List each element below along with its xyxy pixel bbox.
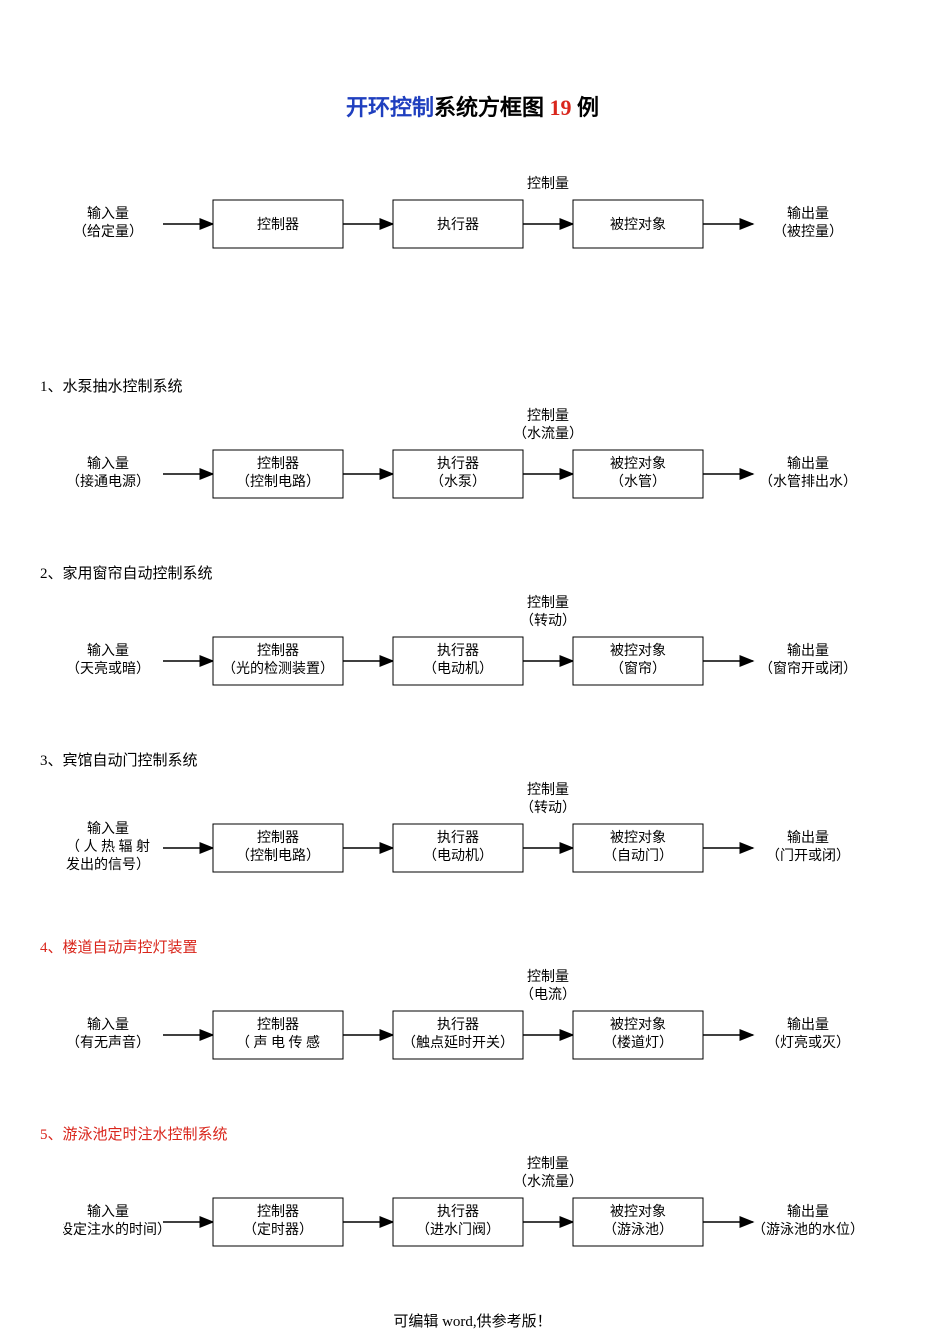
svg-text:被控对象: 被控对象 — [610, 1017, 666, 1033]
title-part3: 19 — [550, 95, 572, 120]
svg-text:控制器: 控制器 — [257, 830, 299, 846]
svg-text:输出量: 输出量 — [787, 206, 829, 222]
generic-diagram: 控制量输入量 （给定量） 控制器 执行器 被控对象 输出量 （被控量） — [63, 152, 883, 272]
svg-text:控制量: 控制量 — [527, 969, 569, 985]
svg-text:（接通电源）: （接通电源） — [66, 473, 150, 490]
svg-text:（窗帘开或闭）: （窗帘开或闭） — [759, 660, 857, 677]
svg-text:（控制电路）: （控制电路） — [236, 474, 320, 490]
svg-text:（转动）: （转动） — [520, 800, 576, 816]
svg-text:（电流）: （电流） — [520, 987, 576, 1003]
svg-text:输入量: 输入量 — [87, 821, 129, 837]
svg-text:输出量: 输出量 — [787, 1017, 829, 1033]
svg-text:（给定量）: （给定量） — [73, 224, 143, 240]
svg-text:被控对象: 被控对象 — [610, 456, 666, 472]
svg-text:（水流量）: （水流量） — [513, 1174, 583, 1190]
svg-text:输入量: 输入量 — [87, 456, 129, 472]
svg-text:被控对象: 被控对象 — [610, 1204, 666, 1220]
svg-text:（游泳池）: （游泳池） — [603, 1222, 673, 1238]
section-heading: 1、水泵抽水控制系统 — [40, 375, 945, 396]
example-diagram: 控制量 （转动） 输入量 （ 人 热 辐 射发出的信号） 控制器 （控制电路） 执行器 （电动… — [63, 776, 883, 896]
svg-text:（光的检测装置）: （光的检测装置） — [222, 661, 334, 677]
svg-text:执行器: 执行器 — [437, 830, 479, 846]
svg-text:执行器: 执行器 — [437, 1017, 479, 1033]
title-part1: 开环控制 — [346, 95, 434, 120]
example-diagram: 控制量 （水流量） 输入量 （设定注水的时间） 控制器 （定时器） 执行器 （进水门阀） 被控对… — [63, 1150, 883, 1270]
svg-text:输入量: 输入量 — [87, 643, 129, 659]
svg-text:（设定注水的时间）: （设定注水的时间） — [63, 1222, 171, 1238]
svg-text:被控对象: 被控对象 — [610, 643, 666, 659]
svg-text:控制量: 控制量 — [527, 782, 569, 798]
svg-text:（门开或闭）: （门开或闭） — [766, 848, 850, 864]
section-heading: 4、楼道自动声控灯装置 — [40, 936, 945, 957]
svg-text:输入量: 输入量 — [87, 1204, 129, 1220]
svg-text:控制器: 控制器 — [257, 643, 299, 659]
section-heading: 3、宾馆自动门控制系统 — [40, 749, 945, 770]
example-diagram: 控制量（转动）输入量（天亮或暗）控制器（光的检测装置）执行器（电动机）被控对象（… — [63, 589, 883, 709]
svg-text:输出量: 输出量 — [787, 456, 829, 472]
svg-text:（灯亮或灭）: （灯亮或灭） — [766, 1034, 850, 1051]
svg-text:（ 人 热 辐 射: （ 人 热 辐 射 — [66, 839, 150, 855]
svg-text:（控制电路）: （控制电路） — [236, 848, 320, 864]
svg-text:输出量: 输出量 — [787, 830, 829, 846]
svg-text:（自动门）: （自动门） — [603, 848, 673, 864]
example-diagram-svg: 控制量 （电流） 输入量（有无声音） 控制器（ 声 电 传 感 执行器 （触点延时开关） 被… — [63, 963, 883, 1083]
title-part2: 系统方框图 — [434, 95, 550, 120]
svg-text:发出的信号）: 发出的信号） — [66, 857, 150, 873]
title-part4: 例 — [572, 95, 600, 120]
svg-text:（楼道灯）: （楼道灯） — [603, 1035, 673, 1051]
section-heading: 5、游泳池定时注水控制系统 — [40, 1123, 945, 1144]
svg-text:控制量: 控制量 — [527, 595, 569, 611]
svg-text:（窗帘）: （窗帘） — [610, 660, 666, 677]
svg-text:（水管）: （水管） — [610, 474, 666, 490]
examples-container: 1、水泵抽水控制系统控制量（水流量）输入量（接通电源）控制器（控制电路）执行器（… — [0, 375, 945, 1270]
svg-text:被控对象: 被控对象 — [610, 830, 666, 846]
example-diagram: 控制量 （电流） 输入量（有无声音） 控制器（ 声 电 传 感 执行器 （触点延时开关） 被… — [63, 963, 883, 1083]
svg-text:（触点延时开关）: （触点延时开关） — [402, 1035, 514, 1051]
example-diagram-svg: 控制量（转动）输入量（天亮或暗）控制器（光的检测装置）执行器（电动机）被控对象（… — [63, 589, 883, 709]
generic-diagram-svg: 控制量输入量 （给定量） 控制器 执行器 被控对象 输出量 （被控量） — [63, 152, 883, 272]
svg-text:（天亮或暗）: （天亮或暗） — [66, 660, 150, 677]
svg-text:（有无声音）: （有无声音） — [66, 1034, 150, 1051]
svg-text:控制器: 控制器 — [257, 1017, 299, 1033]
svg-text:（电动机）: （电动机） — [423, 661, 493, 677]
svg-text:（水管排出水）: （水管排出水） — [759, 474, 857, 490]
page-title: 开环控制系统方框图 19 例 — [0, 0, 945, 152]
svg-text:输出量: 输出量 — [787, 1204, 829, 1220]
svg-text:输出量: 输出量 — [787, 643, 829, 659]
svg-text:执行器: 执行器 — [437, 456, 479, 472]
svg-text:被控对象: 被控对象 — [610, 217, 666, 233]
svg-text:输入量: 输入量 — [87, 1017, 129, 1033]
svg-text:（进水门阀）: （进水门阀） — [416, 1222, 500, 1238]
example-diagram: 控制量 （水流量） 输入量（接通电源） 控制器 （控制电路） 执行器 （水泵） 被控对象 （水管… — [63, 402, 883, 522]
svg-text:执行器: 执行器 — [437, 1204, 479, 1220]
svg-text:（被控量）: （被控量） — [773, 224, 843, 240]
svg-text:执行器: 执行器 — [437, 217, 479, 233]
svg-text:控制器: 控制器 — [257, 1204, 299, 1220]
svg-text:（定时器）: （定时器） — [243, 1222, 313, 1238]
svg-text:（水流量）: （水流量） — [513, 426, 583, 442]
svg-text:（ 声 电 传 感: （ 声 电 传 感 — [236, 1034, 320, 1051]
svg-text:输入量: 输入量 — [87, 206, 129, 222]
example-diagram-svg: 控制量 （水流量） 输入量（接通电源） 控制器 （控制电路） 执行器 （水泵） 被控对象 （水管… — [63, 402, 883, 522]
svg-text:（游泳池的水位）: （游泳池的水位） — [752, 1222, 864, 1238]
svg-text:（水泵）: （水泵） — [430, 474, 486, 490]
footer-note: 可编辑 word,供参考版！ — [0, 1310, 945, 1331]
section-heading: 2、家用窗帘自动控制系统 — [40, 562, 945, 583]
svg-text:执行器: 执行器 — [437, 643, 479, 659]
svg-text:控制量: 控制量 — [527, 408, 569, 424]
svg-text:控制量: 控制量 — [527, 1156, 569, 1172]
example-diagram-svg: 控制量 （转动） 输入量 （ 人 热 辐 射发出的信号） 控制器 （控制电路） 执行器 （电动… — [63, 776, 883, 896]
svg-text:控制量: 控制量 — [527, 176, 569, 192]
svg-text:控制器: 控制器 — [257, 456, 299, 472]
svg-text:控制器: 控制器 — [257, 217, 299, 233]
example-diagram-svg: 控制量 （水流量） 输入量 （设定注水的时间） 控制器 （定时器） 执行器 （进水门阀） 被控对… — [63, 1150, 883, 1270]
svg-text:（转动）: （转动） — [520, 613, 576, 629]
svg-text:（电动机）: （电动机） — [423, 848, 493, 864]
